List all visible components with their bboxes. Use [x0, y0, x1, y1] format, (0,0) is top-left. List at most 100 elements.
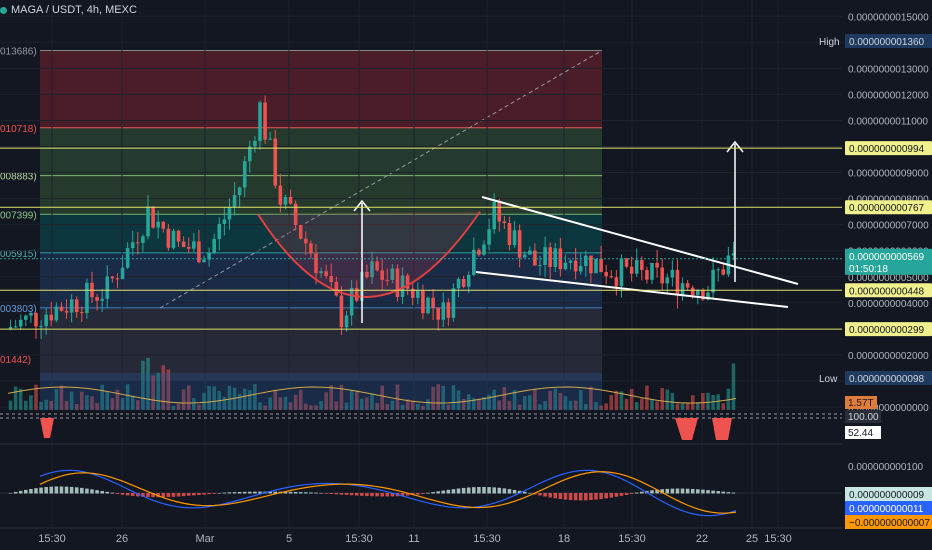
y-tick-label: 0.0000000007000 — [848, 221, 929, 232]
signal-line — [39, 471, 737, 514]
candle — [54, 306, 59, 321]
x-tick-label: Mar — [196, 533, 215, 545]
macd-histogram-bar — [146, 493, 150, 498]
volume-bar — [380, 385, 384, 410]
candle — [522, 254, 527, 258]
macd-histogram-bar — [624, 493, 629, 495]
candle — [578, 265, 583, 272]
volume-bar — [304, 403, 308, 410]
candle — [441, 302, 446, 320]
volume-bar — [110, 398, 115, 410]
volume-bar — [451, 385, 456, 410]
volume-bar — [507, 401, 512, 410]
volume-bar — [528, 395, 532, 410]
volume-bar — [258, 402, 262, 410]
macd-histogram-bar — [90, 489, 94, 494]
macd-histogram-bar — [314, 492, 318, 494]
macd-y-tick-label: 0.000000000100 — [848, 462, 924, 473]
macd-histogram-bar — [451, 489, 456, 494]
fib-label: 007399) — [0, 210, 37, 221]
macd-histogram-bar — [29, 489, 33, 494]
candle — [202, 259, 206, 263]
status-dot-icon — [0, 6, 7, 14]
candle — [242, 161, 247, 188]
volume-bar — [721, 403, 726, 410]
macd-histogram-bar — [716, 491, 720, 494]
candle — [650, 262, 654, 280]
volume-bar — [604, 403, 608, 410]
fib-zone — [40, 252, 602, 308]
macd-histogram-bar — [421, 493, 425, 494]
candle — [268, 138, 272, 140]
macd-histogram-bar — [416, 493, 420, 495]
candle — [604, 272, 608, 277]
volume-bar — [105, 391, 110, 410]
macd-histogram-bar — [502, 488, 507, 494]
volume-bar — [141, 360, 145, 410]
macd-histogram-bar — [522, 491, 527, 494]
macd-histogram-bar — [258, 491, 262, 494]
macd-histogram-bar — [64, 486, 69, 494]
volume-bar — [522, 396, 527, 410]
y-tick-label: 0.0000000012000 — [848, 90, 929, 101]
macd-histogram-bar — [385, 493, 390, 497]
volume-bar — [54, 388, 59, 410]
macd-histogram-bar — [400, 493, 405, 496]
macd-histogram-bar — [528, 492, 532, 494]
volume-bar — [49, 400, 54, 410]
macd-histogram-bar — [640, 491, 644, 494]
volume-bar — [319, 400, 323, 410]
volume-bar — [589, 386, 593, 410]
x-tick-label: 11 — [408, 533, 419, 545]
candle — [696, 290, 700, 296]
macd-histogram-bar — [436, 491, 440, 494]
macd-histogram-bar — [232, 492, 237, 494]
volume-bar — [619, 391, 624, 410]
macd-histogram-bar — [18, 490, 23, 494]
volume-tag-bg — [845, 396, 877, 409]
macd-histogram-bar — [80, 487, 84, 494]
macd-histogram-bar — [176, 493, 181, 497]
volume-bar — [461, 398, 466, 410]
candle — [497, 202, 502, 222]
macd-histogram-bar — [136, 493, 140, 497]
candle — [136, 242, 140, 244]
candle — [197, 241, 201, 263]
volume-bar — [568, 400, 573, 410]
fib-label: 003803) — [0, 304, 37, 315]
volume-bar — [278, 397, 283, 410]
macd-histogram-bar — [141, 493, 145, 497]
x-tick-label: 25 — [746, 533, 758, 545]
candle — [701, 290, 705, 300]
volume-bar — [706, 392, 710, 410]
candle — [375, 261, 379, 271]
macd-histogram-bar — [95, 490, 99, 494]
volume-bar — [716, 394, 720, 410]
macd-histogram-bar — [584, 493, 588, 501]
level-price-tag: 0.000000000299 — [849, 325, 925, 336]
candle — [29, 313, 33, 316]
candle — [24, 315, 28, 320]
y-tick-label: 0.0000000009000 — [848, 169, 929, 180]
candle — [573, 260, 578, 272]
volume-bar — [614, 390, 619, 410]
wedge-upper-line — [481, 196, 799, 285]
macd-histogram-bar — [309, 492, 313, 494]
volume-bar — [115, 389, 120, 410]
candle — [74, 299, 79, 313]
macd-histogram-bar — [390, 493, 395, 497]
macd-histogram-bar — [685, 488, 690, 494]
macd-histogram-bar — [548, 493, 552, 498]
candle — [512, 230, 517, 246]
macd-histogram-bar — [253, 491, 257, 494]
volume-bar — [650, 399, 654, 410]
candle — [405, 275, 410, 289]
volume-ma-line — [7, 386, 737, 404]
candle — [619, 258, 624, 287]
volume-bar — [288, 402, 293, 410]
x-tick-label: 26 — [116, 533, 128, 545]
volume-bar — [675, 403, 680, 410]
volume-bar — [680, 402, 685, 410]
volume-bar — [298, 389, 303, 410]
